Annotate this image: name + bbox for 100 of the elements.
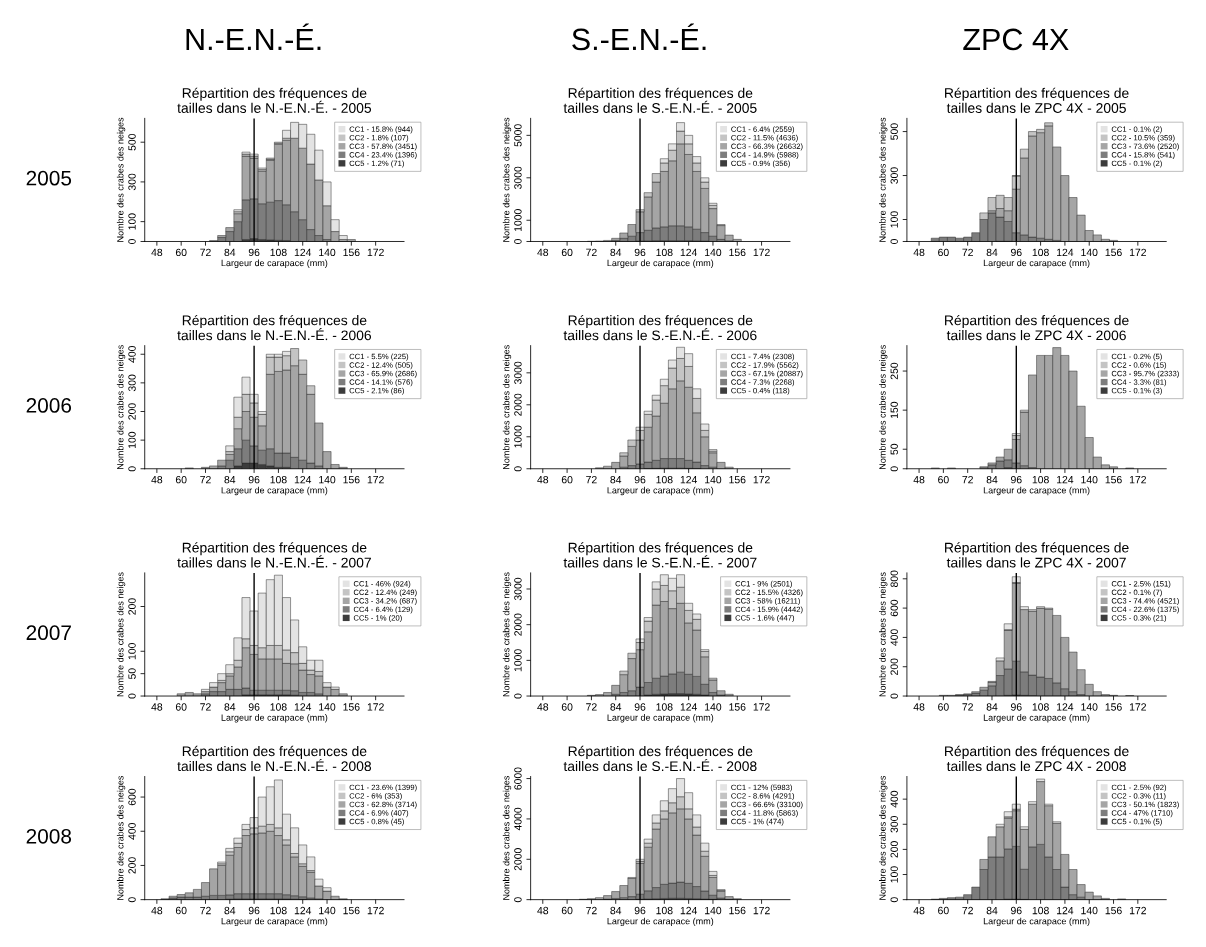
x-axis-title: Largeur de carapace (mm) xyxy=(607,486,714,496)
x-tick-label: 72 xyxy=(586,703,597,711)
y-axis-title: Nombre des crabes des neiges xyxy=(502,775,512,900)
x-axis-title: Largeur de carapace (mm) xyxy=(607,714,714,723)
y-tick-label: 0 xyxy=(890,693,898,699)
y-tick-label: 100 xyxy=(128,642,136,660)
y-tick-label: 0 xyxy=(890,897,898,903)
x-tick-label: 84 xyxy=(986,475,998,484)
x-tick-label: 60 xyxy=(938,703,949,711)
y-tick-label: 0 xyxy=(128,466,136,472)
x-axis-title: Largeur de carapace (mm) xyxy=(221,486,328,496)
x-tick-label: 108 xyxy=(656,248,673,257)
x-tick-label: 60 xyxy=(175,906,187,915)
x-tick-label: 84 xyxy=(986,906,998,915)
x-tick-label: 60 xyxy=(561,906,573,915)
y-axis-title: Nombre des crabes des neiges xyxy=(879,775,888,900)
x-tick-label: 48 xyxy=(151,703,163,711)
x-tick-label: 48 xyxy=(537,703,549,711)
y-tick-label: 0 xyxy=(890,239,898,244)
text: ZPC 4X xyxy=(963,28,1069,51)
x-tick-label: 96 xyxy=(634,703,646,711)
x-tick-label: 172 xyxy=(753,906,770,915)
x-tick-label: 156 xyxy=(729,248,746,257)
y-tick-label: 2000 xyxy=(514,848,522,871)
chart-title: Répartition des fréquences de tailles dans le ZPC 4X - 2006 xyxy=(945,314,1129,341)
x-tick-label: 60 xyxy=(938,906,949,915)
x-tick-label: 140 xyxy=(319,906,336,915)
y-tick-label: 1000 xyxy=(514,425,522,448)
x-tick-label: 156 xyxy=(343,475,360,484)
x-axis-title: Largeur de carapace (mm) xyxy=(607,259,714,268)
y-axis-title: Nombre des crabes des neiges xyxy=(879,572,888,697)
y-tick-label: 500 xyxy=(890,123,898,140)
x-tick-label: 72 xyxy=(586,248,597,256)
x-tick-label: 60 xyxy=(938,248,949,257)
x-tick-label: 156 xyxy=(1105,248,1122,257)
x-tick-label: 140 xyxy=(1081,248,1098,257)
x-tick-label: 48 xyxy=(913,703,925,711)
y-tick-label: 500 xyxy=(128,133,136,151)
y-axis-title: Nombre des crabes des neiges xyxy=(116,117,126,242)
y-axis-title: Nombre des crabes des neiges xyxy=(879,117,888,242)
x-axis-title: Largeur de carapace (mm) xyxy=(983,486,1090,496)
x-tick-label: 124 xyxy=(1057,475,1074,484)
y-tick-label: 100 xyxy=(890,866,898,883)
x-tick-label: 140 xyxy=(319,248,336,257)
y-axis-title: Nombre des crabes des neiges xyxy=(502,345,512,469)
x-tick-label: 124 xyxy=(1057,248,1074,256)
x-tick-label: 96 xyxy=(248,906,260,915)
x-tick-label: 172 xyxy=(753,475,770,484)
x-tick-label: 140 xyxy=(705,475,722,484)
text: 2005 xyxy=(26,170,72,186)
y-tick-label: 0 xyxy=(128,897,136,903)
x-tick-label: 124 xyxy=(294,475,312,484)
x-tick-label: 72 xyxy=(962,703,973,711)
x-tick-label: 48 xyxy=(151,906,163,915)
x-tick-label: 84 xyxy=(224,475,236,484)
x-tick-label: 108 xyxy=(1032,703,1049,711)
chart-title: Répartition des fréquences de tailles dans le ZPC 4X - 2007 xyxy=(945,542,1129,568)
y-tick-label: 400 xyxy=(128,345,136,363)
x-tick-label: 108 xyxy=(656,906,673,915)
y-tick-label: 300 xyxy=(128,173,136,191)
x-tick-label: 108 xyxy=(656,703,673,711)
x-tick-label: 96 xyxy=(248,248,260,257)
y-tick-label: 400 xyxy=(890,629,898,646)
x-tick-label: 140 xyxy=(705,703,722,711)
x-tick-label: 108 xyxy=(270,906,287,915)
y-tick-label: 2000 xyxy=(514,393,522,416)
x-tick-label: 60 xyxy=(561,475,573,484)
x-tick-label: 72 xyxy=(200,703,211,711)
x-tick-label: 140 xyxy=(705,248,722,257)
x-tick-label: 48 xyxy=(151,248,163,257)
x-tick-label: 140 xyxy=(319,703,336,711)
x-tick-label: 84 xyxy=(986,703,998,711)
x-tick-label: 48 xyxy=(151,475,163,484)
x-tick-label: 60 xyxy=(175,475,187,484)
y-axis-title: Nombre des crabes des neiges xyxy=(116,572,126,697)
text: 2006 xyxy=(26,398,72,413)
x-tick-label: 60 xyxy=(175,248,187,257)
text: 2007 xyxy=(26,625,71,641)
x-tick-label: 124 xyxy=(294,248,312,256)
y-tick-label: 600 xyxy=(890,599,898,617)
x-tick-label: 156 xyxy=(729,906,746,915)
x-tick-label: 140 xyxy=(1081,906,1098,915)
x-tick-label: 108 xyxy=(1032,475,1049,484)
y-tick-label: 800 xyxy=(890,570,898,588)
x-tick-label: 96 xyxy=(1011,475,1022,484)
x-tick-label: 60 xyxy=(938,475,949,484)
y-tick-label: 400 xyxy=(128,822,136,840)
x-axis-title: Largeur de carapace (mm) xyxy=(221,714,328,723)
y-tick-label: 300 xyxy=(128,374,136,392)
chart-title: Répartition des fréquences de tailles dans le N.-E.N.-É. - 2006 xyxy=(177,314,372,341)
x-tick-label: 108 xyxy=(1032,906,1049,915)
x-tick-label: 172 xyxy=(367,475,384,484)
x-tick-label: 72 xyxy=(962,475,973,484)
x-tick-label: 140 xyxy=(705,906,722,915)
chart-title: Répartition des fréquences de tailles dans le ZPC 4X - 2008 xyxy=(945,745,1129,772)
x-tick-label: 140 xyxy=(319,475,336,484)
x-tick-label: 48 xyxy=(913,248,925,257)
x-axis-title: Largeur de carapace (mm) xyxy=(221,917,328,927)
y-tick-label: 300 xyxy=(890,815,898,833)
chart-title: Répartition des fréquences de tailles dans le ZPC 4X - 2005 xyxy=(945,87,1129,113)
